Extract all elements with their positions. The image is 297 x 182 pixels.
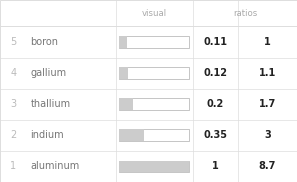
Bar xyxy=(119,67,128,79)
Text: 1.1: 1.1 xyxy=(259,68,276,78)
Bar xyxy=(119,36,127,48)
Text: visual: visual xyxy=(142,9,167,18)
Bar xyxy=(119,129,144,141)
Text: 3: 3 xyxy=(264,130,271,140)
Text: 5: 5 xyxy=(10,37,17,47)
Bar xyxy=(119,67,189,79)
Text: indium: indium xyxy=(30,130,64,140)
Bar xyxy=(119,36,189,48)
Text: 0.12: 0.12 xyxy=(203,68,227,78)
Text: 1: 1 xyxy=(10,161,16,171)
Bar xyxy=(119,161,189,172)
Text: aluminum: aluminum xyxy=(30,161,80,171)
Text: 1: 1 xyxy=(212,161,219,171)
Text: 1.7: 1.7 xyxy=(259,99,276,109)
Bar xyxy=(119,98,133,110)
Bar xyxy=(119,129,189,141)
Text: boron: boron xyxy=(30,37,58,47)
Bar xyxy=(119,161,189,172)
Text: 0.11: 0.11 xyxy=(203,37,227,47)
Text: 8.7: 8.7 xyxy=(259,161,276,171)
Text: 0.35: 0.35 xyxy=(203,130,227,140)
Text: thallium: thallium xyxy=(30,99,70,109)
Bar xyxy=(119,98,189,110)
Text: gallium: gallium xyxy=(30,68,67,78)
Text: 4: 4 xyxy=(10,68,16,78)
Text: 3: 3 xyxy=(10,99,16,109)
Text: 2: 2 xyxy=(10,130,17,140)
Text: ratios: ratios xyxy=(233,9,257,18)
Text: 0.2: 0.2 xyxy=(207,99,224,109)
Text: 1: 1 xyxy=(264,37,271,47)
